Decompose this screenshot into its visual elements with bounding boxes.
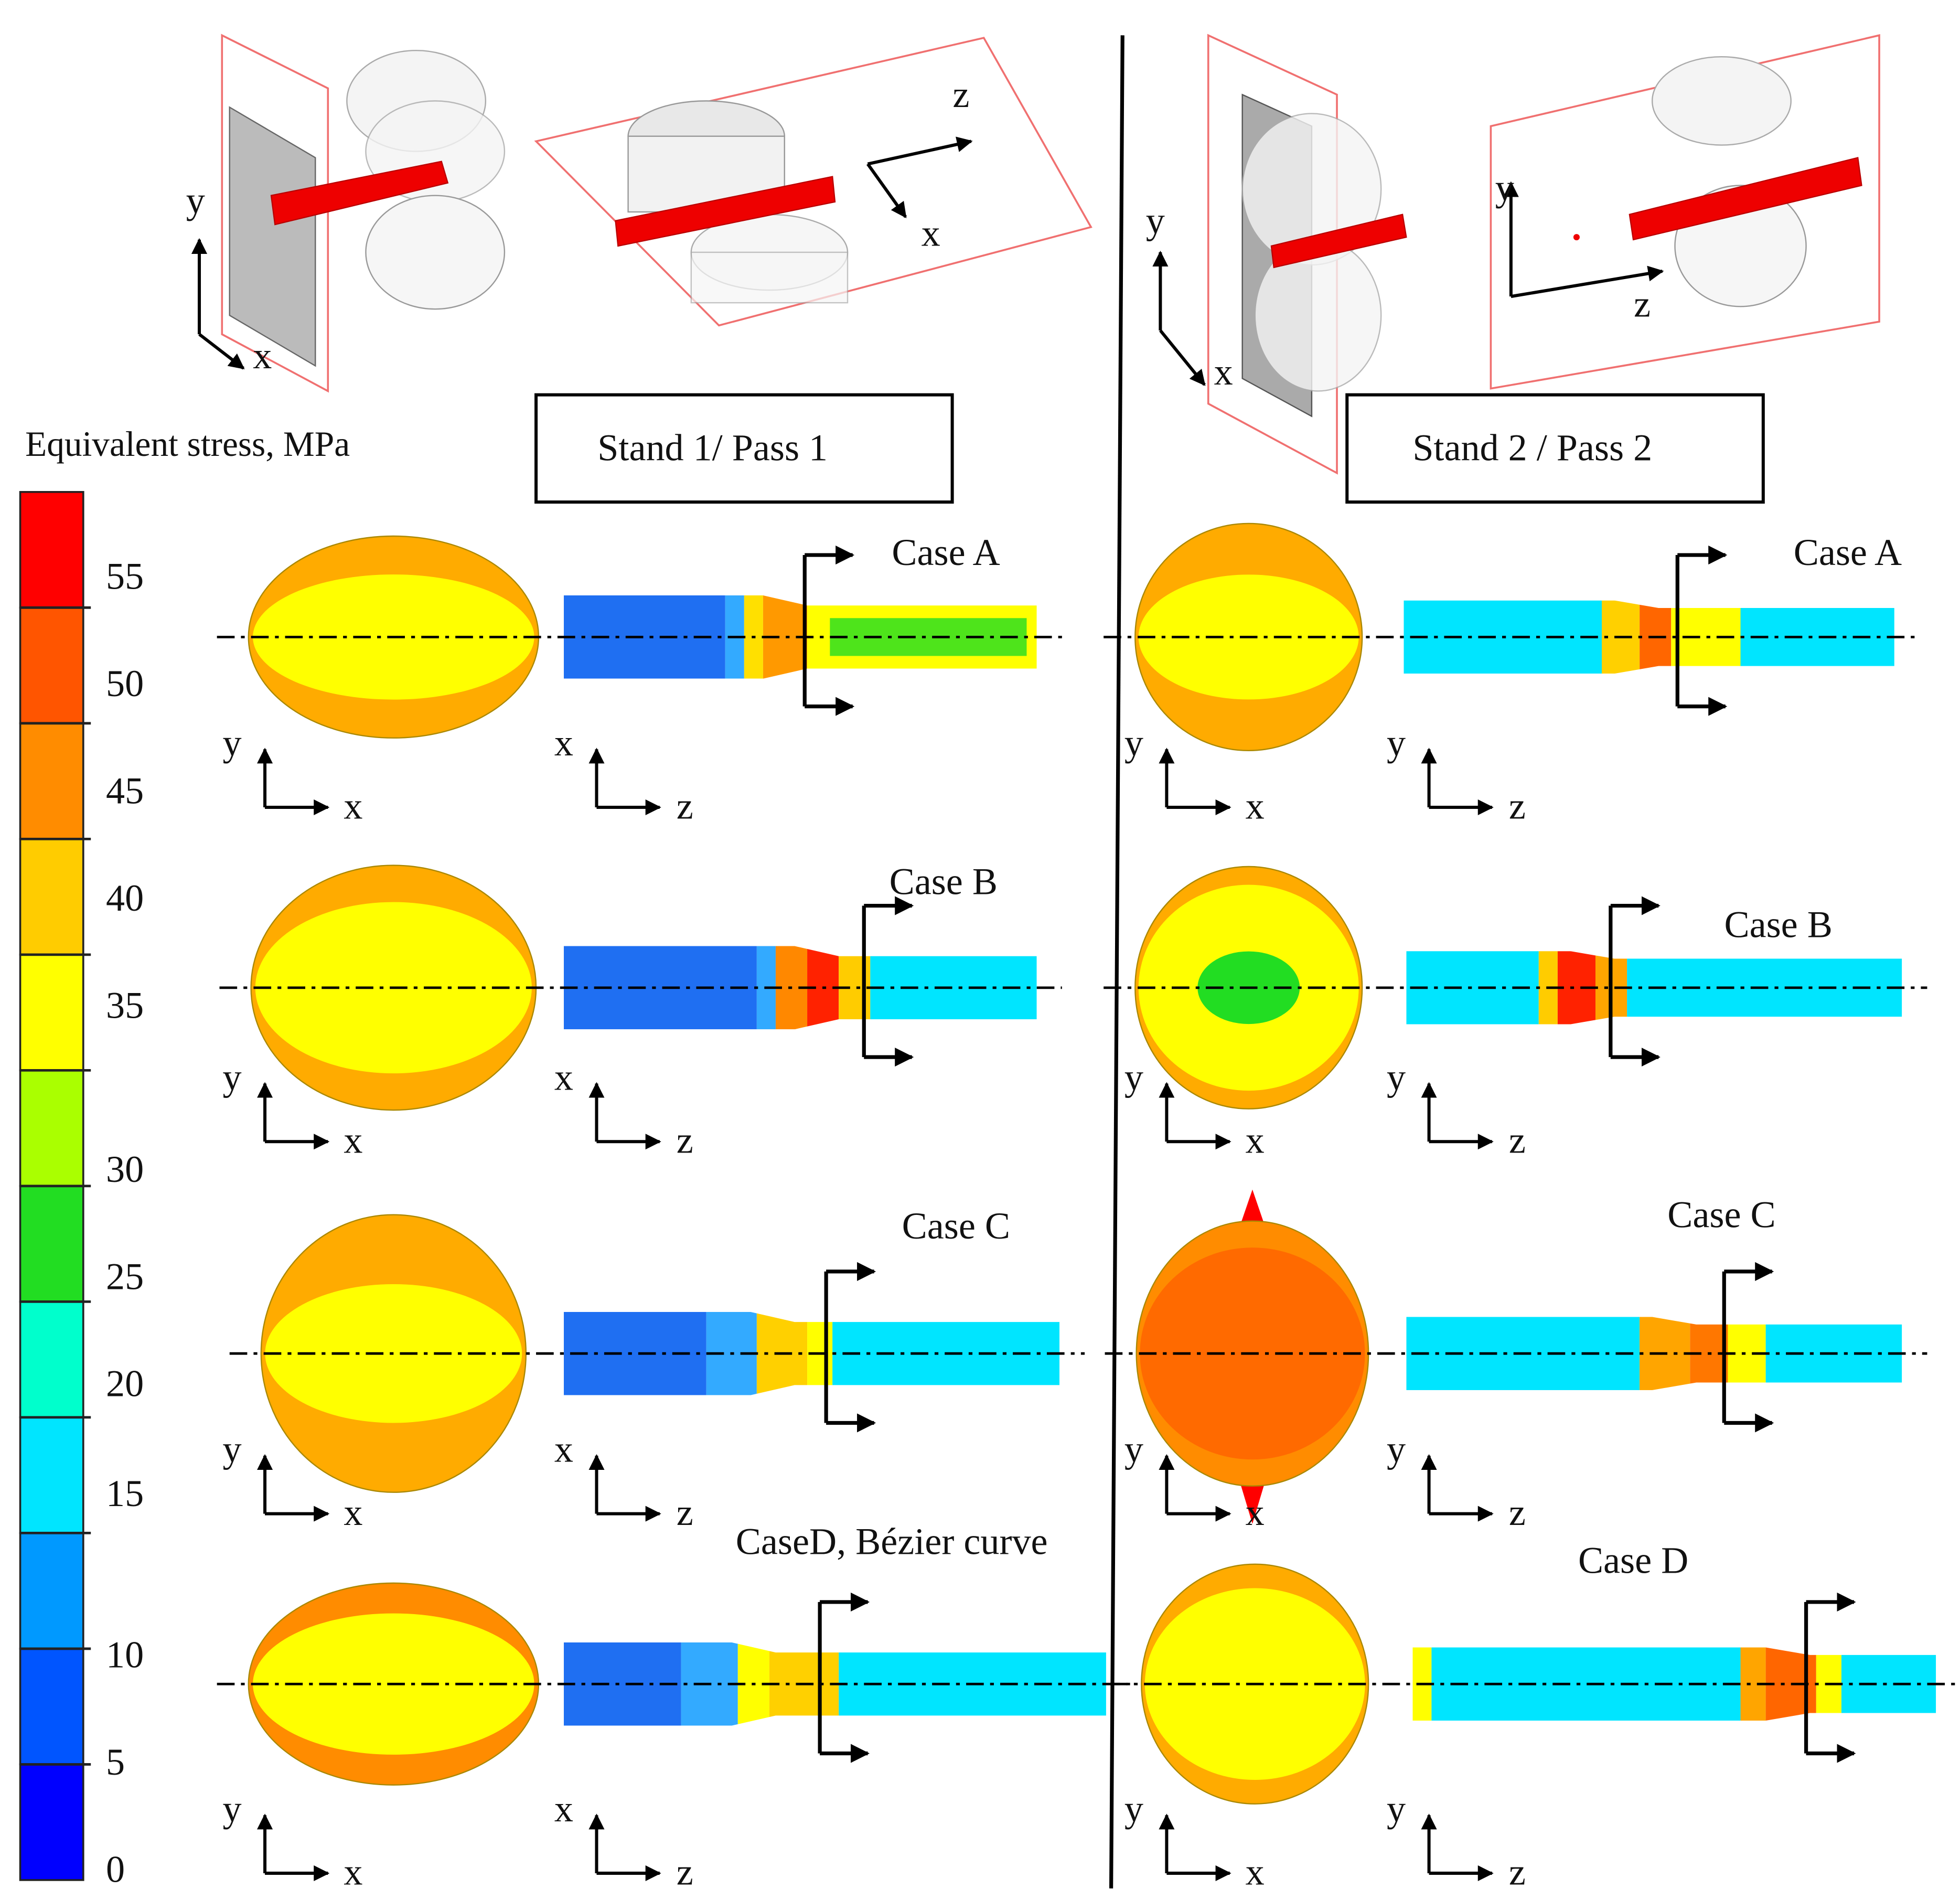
axis-label: z — [677, 1119, 693, 1161]
axis-label: y — [1387, 1788, 1406, 1830]
legend-swatch — [19, 838, 84, 956]
legend-swatch — [19, 1300, 84, 1418]
axis-label: x — [554, 1056, 573, 1098]
stand-label: Stand 1/ Pass 1 — [597, 426, 828, 468]
axis-label: x — [344, 785, 362, 827]
axis-label: y — [1124, 1428, 1143, 1470]
case-label: Case A — [1794, 531, 1902, 573]
axis-label: y — [222, 1788, 241, 1830]
case-label: Case B — [1724, 903, 1832, 945]
axis-label: z — [677, 1491, 693, 1533]
axis-label: y — [186, 179, 205, 221]
legend-tick: 25 — [106, 1255, 144, 1297]
legend-tick: 20 — [106, 1363, 144, 1405]
axis-label: y — [1124, 1788, 1143, 1830]
rod-band — [830, 618, 1027, 656]
axis-label: z — [1634, 283, 1651, 325]
axis-label: x — [554, 1428, 573, 1470]
axis-label: x — [554, 722, 573, 764]
legend-tick: 50 — [106, 663, 144, 705]
case-label: CaseD, Bézier curve — [736, 1520, 1048, 1562]
axis-label: y — [222, 1428, 241, 1470]
legend-tick: 15 — [106, 1472, 144, 1514]
legend-title: Equivalent stress, MPa — [25, 424, 350, 464]
axis-label: x — [1246, 785, 1265, 827]
axis-label: x — [1246, 1119, 1265, 1161]
case-label: Case C — [1667, 1193, 1775, 1235]
stand-box — [534, 393, 954, 504]
axis-arrow — [1159, 329, 1206, 386]
legend-swatch — [19, 1763, 84, 1881]
axis-label: x — [922, 212, 940, 254]
legend-swatch — [19, 722, 84, 840]
rod-band — [1841, 1647, 1936, 1721]
legend-tick: 30 — [106, 1148, 144, 1190]
rod-band — [563, 946, 757, 1030]
stand-box — [1345, 393, 1765, 504]
case-label: Case D — [1578, 1539, 1688, 1581]
legend-swatch — [19, 1532, 84, 1650]
legend-tick: 0 — [106, 1849, 125, 1889]
axis-label: y — [1387, 1056, 1406, 1098]
axis-label: x — [1246, 1491, 1265, 1533]
legend-swatch — [19, 491, 84, 609]
legend-swatch — [19, 1185, 84, 1303]
legend-swatch — [19, 1648, 84, 1766]
divider — [1109, 35, 1124, 1888]
axis-label: y — [1146, 200, 1165, 242]
axis-label: y — [1387, 722, 1406, 764]
axis-label: y — [222, 1056, 241, 1098]
axis-label: z — [1509, 1119, 1526, 1161]
axis-label: x — [344, 1491, 362, 1533]
axis-label: y — [1387, 1428, 1406, 1470]
axis-label: x — [554, 1788, 573, 1830]
legend-swatch — [19, 954, 84, 1072]
axis-label: x — [1246, 1851, 1265, 1889]
axis-label: z — [952, 73, 969, 115]
axis-label: x — [344, 1851, 362, 1889]
axis-arrow — [866, 163, 907, 219]
legend-swatch — [19, 1069, 84, 1187]
axis-label: y — [222, 722, 241, 764]
legend-tick: 55 — [106, 556, 144, 597]
stand1-3d — [221, 34, 1093, 393]
legend-swatch — [19, 1416, 84, 1534]
axis-label: z — [677, 1851, 693, 1889]
axis-label: y — [1495, 167, 1514, 209]
axis-label: z — [677, 785, 693, 827]
axis-label: z — [1509, 1851, 1526, 1889]
legend-tick: 5 — [106, 1741, 125, 1783]
axis-label: x — [253, 335, 272, 377]
axis-label: x — [1214, 351, 1233, 393]
legend-swatch — [19, 606, 84, 724]
case-label: Case B — [890, 861, 998, 903]
legend-tick: 35 — [106, 984, 144, 1026]
axis-label: y — [1124, 1056, 1143, 1098]
legend-tick: 10 — [106, 1634, 144, 1676]
stand-label: Stand 2 / Pass 2 — [1412, 426, 1652, 468]
axis-arrow — [198, 333, 245, 370]
axis-arrow — [867, 136, 973, 166]
axis-label: z — [1509, 1491, 1526, 1533]
axis-arrow — [1511, 265, 1664, 298]
stand2-3d — [1207, 34, 1880, 475]
axis-label: y — [1124, 722, 1143, 764]
legend-tick: 40 — [106, 877, 144, 919]
case-label: Case C — [902, 1205, 1010, 1247]
axis-label: x — [344, 1119, 362, 1161]
case-label: Case A — [892, 531, 1000, 573]
legend-tick: 45 — [106, 770, 144, 812]
axis-label: z — [1509, 785, 1526, 827]
